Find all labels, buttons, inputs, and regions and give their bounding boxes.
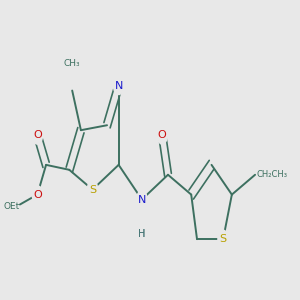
Text: N: N — [138, 194, 146, 205]
Text: H: H — [138, 229, 146, 239]
Circle shape — [136, 225, 147, 243]
Text: O: O — [158, 130, 167, 140]
Text: O: O — [33, 190, 42, 200]
Circle shape — [136, 190, 147, 208]
Text: S: S — [220, 234, 227, 244]
Circle shape — [157, 126, 167, 144]
Circle shape — [32, 186, 43, 203]
Text: H: H — [138, 229, 146, 239]
Circle shape — [32, 126, 43, 144]
Circle shape — [113, 77, 124, 94]
Circle shape — [218, 230, 228, 248]
Text: N: N — [115, 81, 123, 91]
Text: S: S — [89, 184, 96, 195]
Text: CH₂CH₃: CH₂CH₃ — [256, 170, 287, 179]
Text: OEt: OEt — [4, 202, 20, 211]
Text: O: O — [33, 130, 42, 140]
Text: CH₃: CH₃ — [64, 59, 80, 68]
Circle shape — [87, 181, 98, 199]
